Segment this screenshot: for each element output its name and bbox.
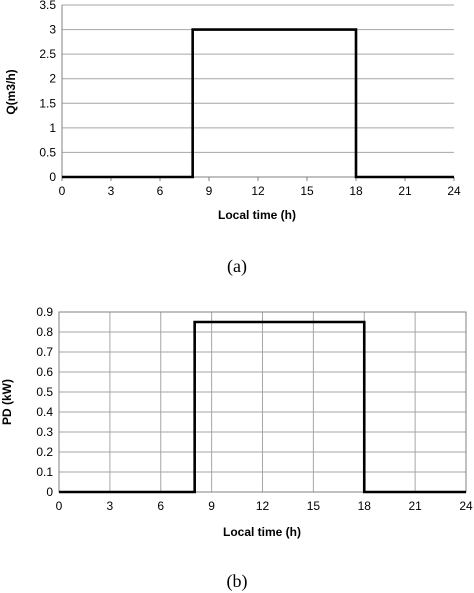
chart-b-x-tick-label: 12 bbox=[256, 499, 270, 513]
chart-b-y-tick-label: 0.8 bbox=[36, 325, 53, 339]
chart-b-grid bbox=[58, 311, 467, 493]
chart-b-x-tick-label: 6 bbox=[157, 499, 164, 513]
chart-b-y-tick-label: 0.5 bbox=[36, 385, 53, 399]
chart-a-y-tick-label: 1.5 bbox=[39, 96, 56, 110]
chart-a-series-line bbox=[62, 28, 454, 179]
chart-a-x-tick-label: 6 bbox=[157, 184, 164, 198]
chart-a-x-tick-label: 12 bbox=[251, 184, 265, 198]
chart-a-caption: (a) bbox=[227, 256, 247, 277]
chart-b-series-line bbox=[59, 320, 466, 494]
chart-a-x-tick-label: 24 bbox=[447, 184, 461, 198]
chart-a-y-tick-label: 3.5 bbox=[39, 0, 56, 12]
chart-a-y-tick-label: 0 bbox=[49, 170, 56, 184]
chart-a-y-tick-label: 2 bbox=[49, 72, 56, 86]
chart-b-x-tick-label: 24 bbox=[459, 499, 473, 513]
chart-b-y-ticks: 0 0.1 0.2 0.3 0.4 0.5 0.6 0.7 0.8 0.9 bbox=[36, 305, 53, 499]
chart-b-y-tick-label: 0.3 bbox=[36, 425, 53, 439]
chart-a-x-tick-label: 0 bbox=[59, 184, 66, 198]
chart-a-x-tick-label: 18 bbox=[349, 184, 363, 198]
chart-a-y-tick-label: 0.5 bbox=[39, 145, 56, 159]
chart-b-x-tick-label: 9 bbox=[208, 499, 215, 513]
chart-a-y-ticks: 0 0.5 1 1.5 2 2.5 3 3.5 bbox=[39, 0, 56, 184]
chart-a: 0 0.5 1 1.5 2 2.5 3 3.5 0 3 6 9 12 15 18 21 24 Local ti… bbox=[4, 0, 461, 277]
chart-b-y-tick-label: 0.7 bbox=[36, 345, 53, 359]
chart-a-y-tick-label: 3 bbox=[49, 23, 56, 37]
chart-a-x-tick-label: 3 bbox=[108, 184, 115, 198]
chart-b-y-tick-label: 0.2 bbox=[36, 445, 53, 459]
chart-b-x-ticks: 0 3 6 9 12 15 18 21 24 bbox=[56, 499, 473, 513]
chart-b-plot-border bbox=[58, 311, 467, 493]
chart-b-series bbox=[59, 320, 466, 494]
chart-b-y-tick-label: 0.4 bbox=[36, 405, 53, 419]
chart-b-caption: (b) bbox=[227, 571, 248, 592]
chart-b-x-tick-label: 18 bbox=[358, 499, 372, 513]
chart-b-y-axis-label: PD (kW) bbox=[0, 379, 14, 425]
chart-a-y-tick-label: 1 bbox=[49, 121, 56, 135]
chart-b-y-tick-label: 0.6 bbox=[36, 365, 53, 379]
chart-b-y-tick-label: 0.1 bbox=[36, 465, 53, 479]
chart-a-x-tick-label: 15 bbox=[300, 184, 314, 198]
chart-a-axes bbox=[61, 5, 455, 181]
chart-b-y-tick-label: 0 bbox=[46, 485, 53, 499]
chart-a-y-tick-label: 2.5 bbox=[39, 47, 56, 61]
chart-b-x-tick-label: 21 bbox=[408, 499, 422, 513]
chart-a-x-ticks: 0 3 6 9 12 15 18 21 24 bbox=[59, 184, 461, 198]
chart-b-x-tick-label: 15 bbox=[307, 499, 321, 513]
chart-a-y-axis-label: Q(m3/h) bbox=[4, 69, 18, 114]
chart-b-x-axis-label: Local time (h) bbox=[223, 525, 301, 539]
chart-a-grid bbox=[62, 4, 454, 178]
chart-a-x-tick-label: 21 bbox=[398, 184, 412, 198]
chart-b-x-tick-label: 3 bbox=[107, 499, 114, 513]
chart-b-y-tick-label: 0.9 bbox=[36, 305, 53, 319]
chart-a-x-axis-label: Local time (h) bbox=[218, 208, 296, 222]
chart-b-x-tick-label: 0 bbox=[56, 499, 63, 513]
chart-a-series bbox=[62, 28, 454, 179]
chart-b: 0 0.1 0.2 0.3 0.4 0.5 0.6 0.7 0.8 0.9 0 3 6 9 12 15 18 2… bbox=[0, 305, 473, 592]
chart-a-x-tick-label: 9 bbox=[206, 184, 213, 198]
